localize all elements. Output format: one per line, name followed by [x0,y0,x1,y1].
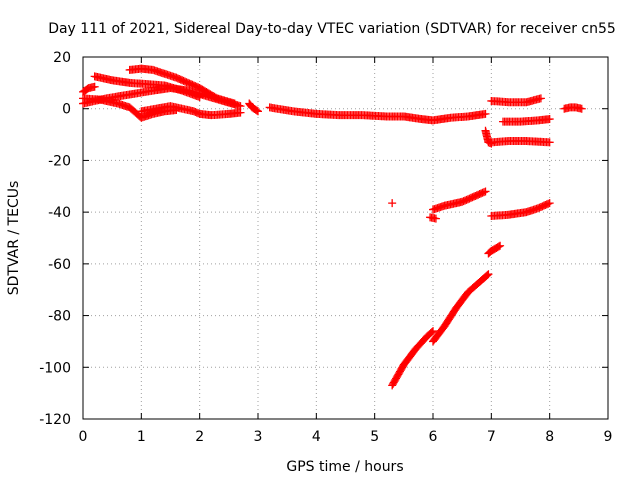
y-axis-label: SDTVAR / TECUs [6,181,22,296]
series-arc-g [245,99,262,116]
x-tick-label: 9 [604,429,613,445]
data-point [431,214,440,223]
series-arc-k [429,187,490,214]
x-tick-label: 7 [487,429,496,445]
series-arc-e [79,82,99,96]
series-arc-f [137,102,245,120]
data-point [545,138,554,147]
data-point [545,115,554,124]
data-point [483,271,492,280]
data-point [388,199,397,208]
y-tick-label: -60 [48,257,71,273]
x-tick-label: 3 [254,429,263,445]
y-tick-label: -80 [48,309,71,325]
chart-title: Day 111 of 2021, Sidereal Day-to-day VTE… [48,21,616,37]
data-point [236,108,245,117]
data-point [481,109,490,118]
x-tick-label: 0 [79,429,88,445]
y-tick-label: -40 [48,205,71,221]
x-tick-label: 4 [312,429,321,445]
series-arc-d [79,84,245,111]
data-point [90,82,99,91]
x-axis-label: GPS time / hours [286,459,403,475]
x-tick-label: 1 [137,429,146,445]
series-arc-t [560,103,586,113]
y-tick-label: 20 [53,50,71,66]
y-tick-label: -120 [39,412,71,428]
series-arc-n [484,241,505,258]
x-tick-label: 6 [429,429,438,445]
series-arc-m [429,270,493,346]
data-point [484,270,493,279]
y-tick-label: 0 [62,102,71,118]
data-point [427,328,436,337]
data-point [496,241,505,250]
series-arc-j [426,213,440,223]
data-point [545,199,554,208]
series-arc-r [487,94,545,107]
x-tick-labels: 0 1 2 3 4 5 6 7 8 9 [79,429,613,445]
x-tick-label: 2 [195,429,204,445]
series-arc-s [499,115,554,126]
data-series [79,64,586,390]
series-arc-h [265,103,490,125]
series-arc-i [388,199,397,208]
y-tick-labels: -120 -100 -80 -60 -40 -20 0 20 [39,50,71,428]
series-arc-l [388,327,437,390]
data-point [481,187,490,196]
plot-frame [82,56,609,420]
y-tick-label: -20 [48,153,71,169]
x-tick-label: 8 [545,429,554,445]
series-arc-q [487,137,554,147]
data-point [536,94,545,103]
series-arc-o [487,199,554,221]
data-point [429,327,437,336]
data-point [254,107,262,116]
data-point [494,242,503,251]
y-tick-label: -100 [39,360,71,376]
data-point [577,104,586,113]
x-tick-label: 5 [370,429,379,445]
data-point [252,106,261,115]
axis-ticks [82,56,609,420]
